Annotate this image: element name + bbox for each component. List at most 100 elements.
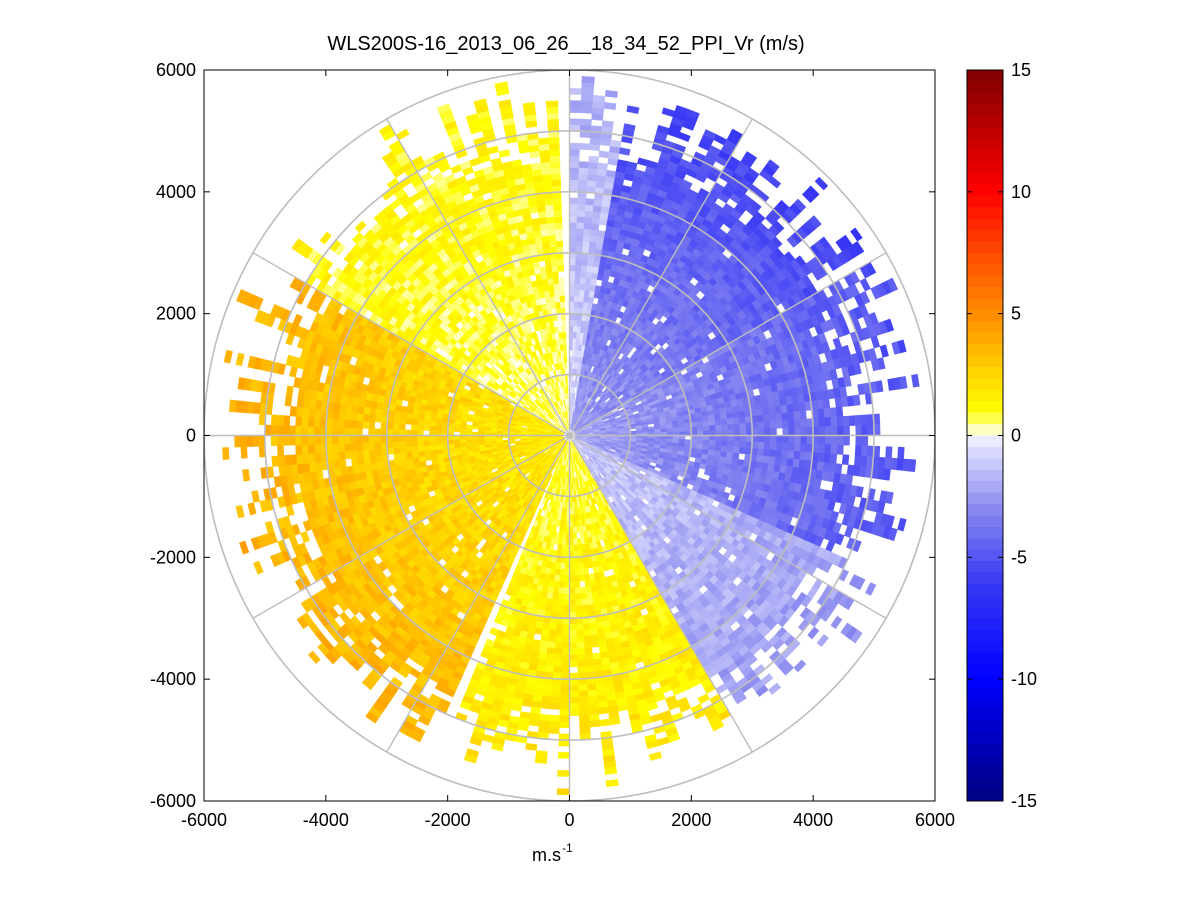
velocity-cell [733,440,741,448]
velocity-cell [725,406,733,414]
velocity-cell [584,580,591,588]
velocity-cell [559,715,570,723]
velocity-cell [578,696,589,704]
velocity-cell [592,566,599,574]
velocity-cell [799,451,807,461]
velocity-cell [708,445,716,452]
velocity-cell [766,159,780,172]
velocity-cell [855,435,863,446]
velocity-cell [553,647,563,655]
velocity-cell [824,426,832,436]
velocity-cell [763,414,771,423]
velocity-cell [569,222,578,229]
velocity-cell [755,401,763,410]
velocity-cell [823,453,832,464]
velocity-cell [720,413,728,420]
velocity-cell [595,621,604,629]
velocity-cell [569,563,575,570]
velocity-cell [587,695,598,704]
velocity-cell [581,76,595,84]
velocity-cell [584,216,593,224]
velocity-cell [548,720,560,728]
velocity-cell [569,258,576,266]
velocity-cell [551,598,559,606]
velocity-cell [834,463,843,474]
velocity-cell [592,101,605,109]
velocity-cell [569,642,578,649]
velocity-cell [800,426,808,436]
velocity-cell [738,416,746,424]
velocity-cell [576,629,584,637]
velocity-cell [578,568,585,576]
velocity-cell [590,634,599,642]
velocity-cell [609,139,622,148]
velocity-cell [886,277,899,293]
velocity-cell [573,319,578,327]
velocity-cell [707,414,716,422]
velocity-cell [569,155,580,162]
velocity-cell [737,404,745,413]
velocity-cell [763,448,771,457]
velocity-cell [852,394,861,406]
velocity-cell [574,283,581,290]
velocity-cell [545,653,555,661]
velocity-cell [709,440,716,446]
velocity-cell [666,438,674,443]
velocity-cell [587,689,598,698]
velocity-cell [715,440,722,447]
velocity-cell [800,443,808,453]
velocity-cell [576,544,582,552]
velocity-cell [597,162,608,171]
velocity-cell [739,441,747,449]
velocity-cell [569,605,576,613]
velocity-cell [521,699,533,708]
velocity-cell [835,406,844,418]
velocity-cell [721,440,729,447]
velocity-cell [544,665,554,673]
velocity-cell [727,440,735,448]
velocity-cell [685,108,700,120]
velocity-cell [589,137,601,145]
velocity-cell [559,709,570,716]
velocity-cell [589,235,598,243]
velocity-cell [794,419,802,428]
velocity-cell [569,161,580,168]
velocity-cell [592,658,602,666]
velocity-cell [547,586,554,594]
velocity-cell [569,88,582,95]
velocity-cell [768,456,776,465]
velocity-cell [757,435,765,443]
velocity-cell [562,623,570,631]
velocity-cell [545,598,553,606]
velocity-cell [525,742,538,751]
velocity-cell [578,708,590,716]
velocity-cell [853,455,862,467]
velocity-cell [573,544,578,552]
velocity-cell [709,425,716,431]
velocity-cell [545,659,555,667]
velocity-cell [576,538,582,546]
velocity-cell [770,236,783,249]
velocity-cell [572,520,577,528]
velocity-cell [654,428,662,433]
velocity-cell [569,234,577,241]
velocity-cell [591,591,599,599]
velocity-cell [556,788,570,796]
velocity-cell [572,514,576,521]
velocity-cell [569,648,578,656]
velocity-cell [539,640,549,648]
velocity-cell [569,593,576,601]
velocity-cell [579,726,591,735]
velocity-cell [775,442,783,451]
velocity-cell [806,185,820,199]
velocity-cell [569,672,579,680]
velocity-cell [540,634,549,642]
velocity-cell [793,411,801,421]
velocity-cell [861,435,869,447]
velocity-cell [595,242,604,250]
velocity-cell [583,573,591,582]
velocity-cell [577,660,586,668]
velocity-cell [727,429,735,436]
velocity-cell [572,331,577,339]
